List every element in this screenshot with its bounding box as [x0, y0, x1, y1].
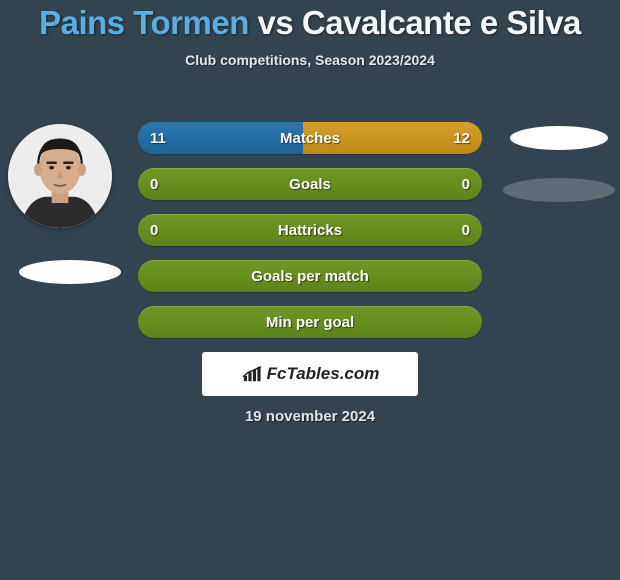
stat-label: Matches	[138, 122, 482, 154]
stat-label: Min per goal	[138, 306, 482, 338]
fctables-logo: FcTables.com	[202, 352, 418, 396]
chart-icon	[241, 365, 263, 383]
date-label: 19 november 2024	[0, 408, 620, 425]
stat-value-left: 0	[138, 214, 170, 246]
stat-row-matches: Matches11 12	[138, 122, 482, 154]
logo-text: FcTables.com	[267, 364, 380, 384]
stat-value-left: 0	[138, 168, 170, 200]
title-player2: Cavalcante e Silva	[302, 4, 581, 41]
stat-value-left: 11	[138, 122, 178, 154]
stat-row-min-per-goal: Min per goal	[138, 306, 482, 338]
stat-label: Hattricks	[138, 214, 482, 246]
player1-avatar-image	[8, 124, 112, 228]
stat-label: Goals per match	[138, 260, 482, 292]
stat-value-right: 12	[441, 122, 482, 154]
player2-name-badge-1	[510, 126, 608, 150]
stat-label: Goals	[138, 168, 482, 200]
player1-name-badge	[19, 260, 121, 284]
stat-value-right: 0	[450, 214, 482, 246]
player1-avatar	[8, 124, 112, 228]
stat-row-goals: Goals0 0	[138, 168, 482, 200]
player2-name-badge-2	[503, 178, 615, 202]
stat-value-right: 0	[450, 168, 482, 200]
stat-row-hattricks: Hattricks0 0	[138, 214, 482, 246]
page-title: Pains Tormen vs Cavalcante e Silva	[0, 0, 620, 42]
comparison-bars: Matches1112Goals00Hattricks00Goals per m…	[138, 122, 482, 352]
title-vs: vs	[258, 4, 302, 41]
stat-row-goals-per-match: Goals per match	[138, 260, 482, 292]
title-player1: Pains Tormen	[39, 4, 249, 41]
subtitle: Club competitions, Season 2023/2024	[0, 52, 620, 68]
